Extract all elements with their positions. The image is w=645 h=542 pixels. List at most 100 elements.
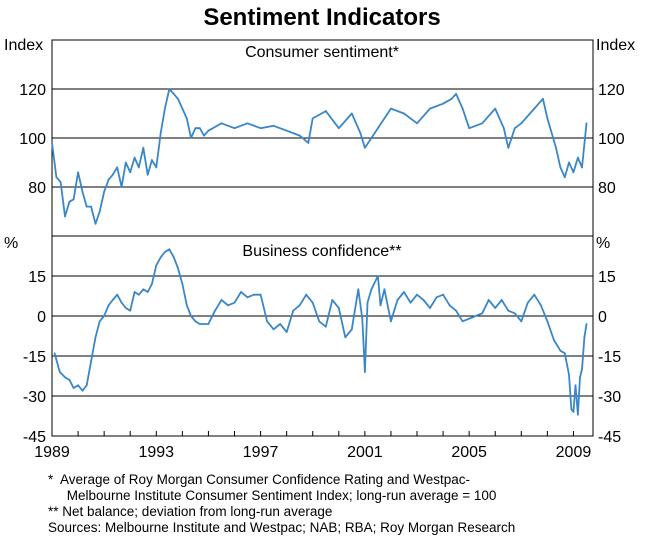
top-ylabel-left: Index [4, 37, 43, 54]
consumer-point-35 [203, 134, 205, 137]
consumer-point-16 [120, 186, 123, 188]
consumer-point-44 [307, 142, 310, 144]
consumer-point-54 [416, 122, 418, 125]
ytick-left-bottom-3: 0 [37, 309, 46, 326]
business-point-91 [552, 339, 555, 341]
consumer-point-0 [51, 142, 53, 144]
business-point-62 [370, 288, 373, 291]
xtick-label-1989: 1989 [34, 444, 70, 461]
consumer-point-76 [581, 166, 583, 169]
consumer-point-71 [559, 166, 562, 169]
business-point-74 [442, 293, 444, 296]
consumer-point-24 [155, 166, 158, 169]
business-point-87 [526, 301, 529, 304]
ytick-left-top-0: 80 [28, 180, 46, 197]
consumer-point-26 [163, 107, 166, 110]
consumer-point-70 [555, 146, 557, 149]
consumer-point-73 [568, 161, 570, 164]
consumer-point-59 [461, 107, 464, 110]
consumer-point-43 [298, 134, 301, 137]
business-point-89 [539, 304, 542, 307]
business-point-57 [350, 328, 353, 331]
business-point-1 [58, 371, 61, 373]
business-point-77 [461, 320, 464, 323]
business-point-82 [494, 307, 497, 309]
business-point-42 [253, 293, 255, 296]
bottom-ylabel-right: % [596, 235, 610, 252]
bottom-panel-frame [51, 235, 594, 437]
ytick-right-bottom-3: 0 [598, 309, 607, 326]
top-panel-title: Consumer sentiment* [245, 44, 399, 61]
business-point-7 [85, 384, 88, 387]
business-point-64 [379, 304, 382, 307]
consumer-point-50 [363, 146, 366, 149]
business-point-3 [68, 379, 71, 381]
business-point-59 [361, 317, 364, 320]
business-point-18 [133, 291, 136, 293]
consumer-sentiment-line [51, 88, 588, 225]
business-point-26 [168, 248, 171, 251]
business-point-34 [203, 323, 205, 325]
business-point-99 [579, 376, 581, 379]
business-point-45 [272, 328, 275, 331]
business-point-66 [390, 320, 392, 323]
consumer-point-60 [468, 127, 471, 130]
business-point-21 [146, 291, 149, 293]
business-point-37 [220, 299, 223, 301]
consumer-point-25 [159, 132, 162, 135]
consumer-point-65 [513, 127, 516, 130]
business-point-101 [583, 336, 586, 339]
business-point-32 [194, 320, 197, 323]
consumer-point-29 [177, 97, 179, 100]
business-point-22 [150, 283, 153, 285]
ytick-right-bottom-2: -15 [598, 349, 621, 366]
consumer-point-38 [233, 127, 236, 130]
business-point-13 [111, 299, 114, 301]
business-point-5 [77, 384, 79, 387]
consumer-point-23 [150, 159, 153, 161]
consumer-point-42 [285, 129, 288, 132]
business-point-40 [240, 291, 242, 293]
consumer-point-66 [520, 122, 523, 125]
business-point-20 [142, 288, 145, 291]
business-point-56 [344, 336, 347, 339]
business-point-8 [90, 360, 93, 363]
consumer-point-77 [585, 122, 588, 125]
business-point-76 [455, 309, 458, 312]
chart-title: Sentiment Indicators [203, 4, 440, 31]
consumer-point-12 [103, 191, 106, 193]
business-point-83 [500, 299, 503, 301]
consumer-point-19 [133, 156, 136, 159]
ytick-right-top-2: 120 [598, 82, 625, 99]
consumer-point-7 [81, 191, 84, 193]
consumer-point-57 [450, 97, 453, 100]
ytick-left-top-1: 100 [19, 131, 46, 148]
consumer-point-67 [533, 107, 536, 110]
ytick-left-bottom-0: -45 [23, 429, 46, 446]
consumer-point-58 [455, 93, 458, 95]
consumer-point-45 [311, 117, 314, 120]
business-point-80 [481, 312, 484, 315]
consumer-point-8 [85, 205, 88, 208]
business-point-79 [474, 315, 477, 317]
consumer-point-21 [142, 146, 145, 149]
business-point-33 [198, 323, 201, 325]
consumer-point-55 [429, 107, 431, 110]
business-point-71 [422, 299, 425, 301]
consumer-point-46 [324, 110, 327, 112]
consumer-point-6 [77, 171, 79, 174]
consumer-point-31 [185, 117, 188, 120]
consumer-point-40 [259, 127, 262, 130]
business-point-90 [546, 320, 549, 323]
ytick-right-bottom-4: 15 [598, 269, 616, 286]
business-point-97 [574, 384, 577, 387]
business-point-86 [520, 320, 523, 323]
business-point-28 [177, 267, 179, 269]
consumer-point-33 [194, 127, 197, 130]
business-point-69 [409, 301, 412, 304]
business-point-96 [572, 411, 575, 413]
business-confidence-line [53, 248, 588, 416]
consumer-point-63 [502, 127, 505, 130]
business-point-6 [81, 389, 84, 392]
